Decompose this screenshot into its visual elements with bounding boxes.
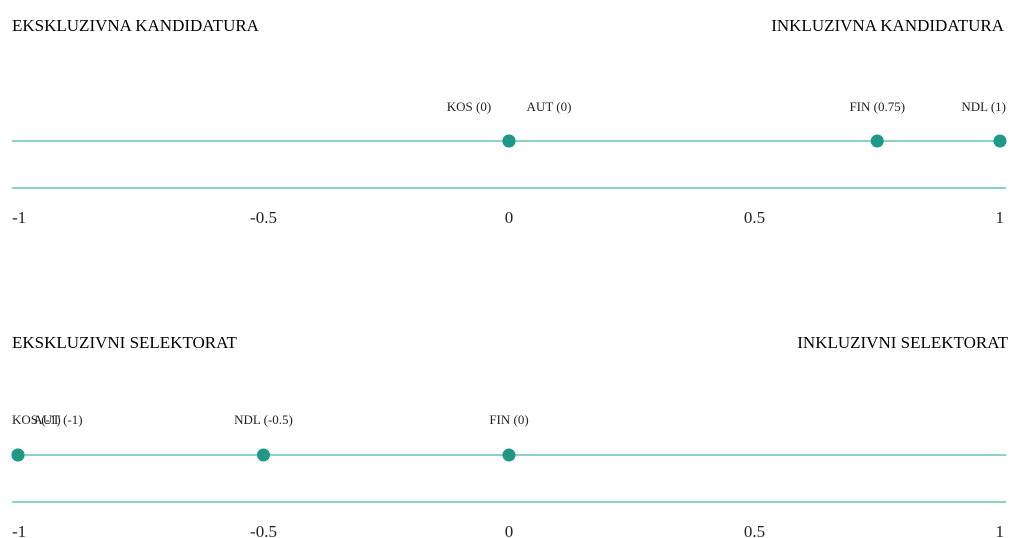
point-marker [257,448,270,462]
scale-selektorat: EKSKLUZIVNI SELEKTORAT INKLUZIVNI SELEKT… [11,333,1009,538]
point-label: AUT (0) [527,99,572,114]
right-heading: INKLUZIVNA KANDIDATURA [771,16,1005,35]
tick-label: -0.5 [250,208,277,227]
point-label: NDL (1) [961,99,1006,114]
point-label: KOS (0) [447,99,491,114]
point-label: FIN (0) [489,412,528,427]
tick-label: 0.5 [744,522,765,538]
left-heading: EKSKLUZIVNA KANDIDATURA [12,16,260,35]
tick-label: 1 [996,522,1005,538]
tick-label: -1 [12,522,26,538]
tick-label: -1 [12,208,26,227]
point-label: FIN (0.75) [849,99,905,114]
tick-label: 0.5 [744,208,765,227]
right-heading: INKLUZIVNI SELEKTORAT [797,333,1008,352]
tick-label: -0.5 [250,522,277,538]
tick-label: 0 [505,208,514,227]
left-heading: EKSKLUZIVNI SELEKTORAT [12,333,238,352]
point-marker [11,448,25,462]
point-label: NDL (-0.5) [234,412,293,427]
point-marker [993,134,1007,148]
scale-kandidatura: EKSKLUZIVNA KANDIDATURA INKLUZIVNA KANDI… [12,16,1007,227]
point-marker [502,448,516,462]
point-marker [870,134,884,148]
tick-label: 1 [996,208,1005,227]
tick-label: 0 [505,522,514,538]
point-label: KOS (-1) [12,412,61,427]
point-marker [502,134,516,148]
point-label: AUT (-1) [33,412,82,427]
